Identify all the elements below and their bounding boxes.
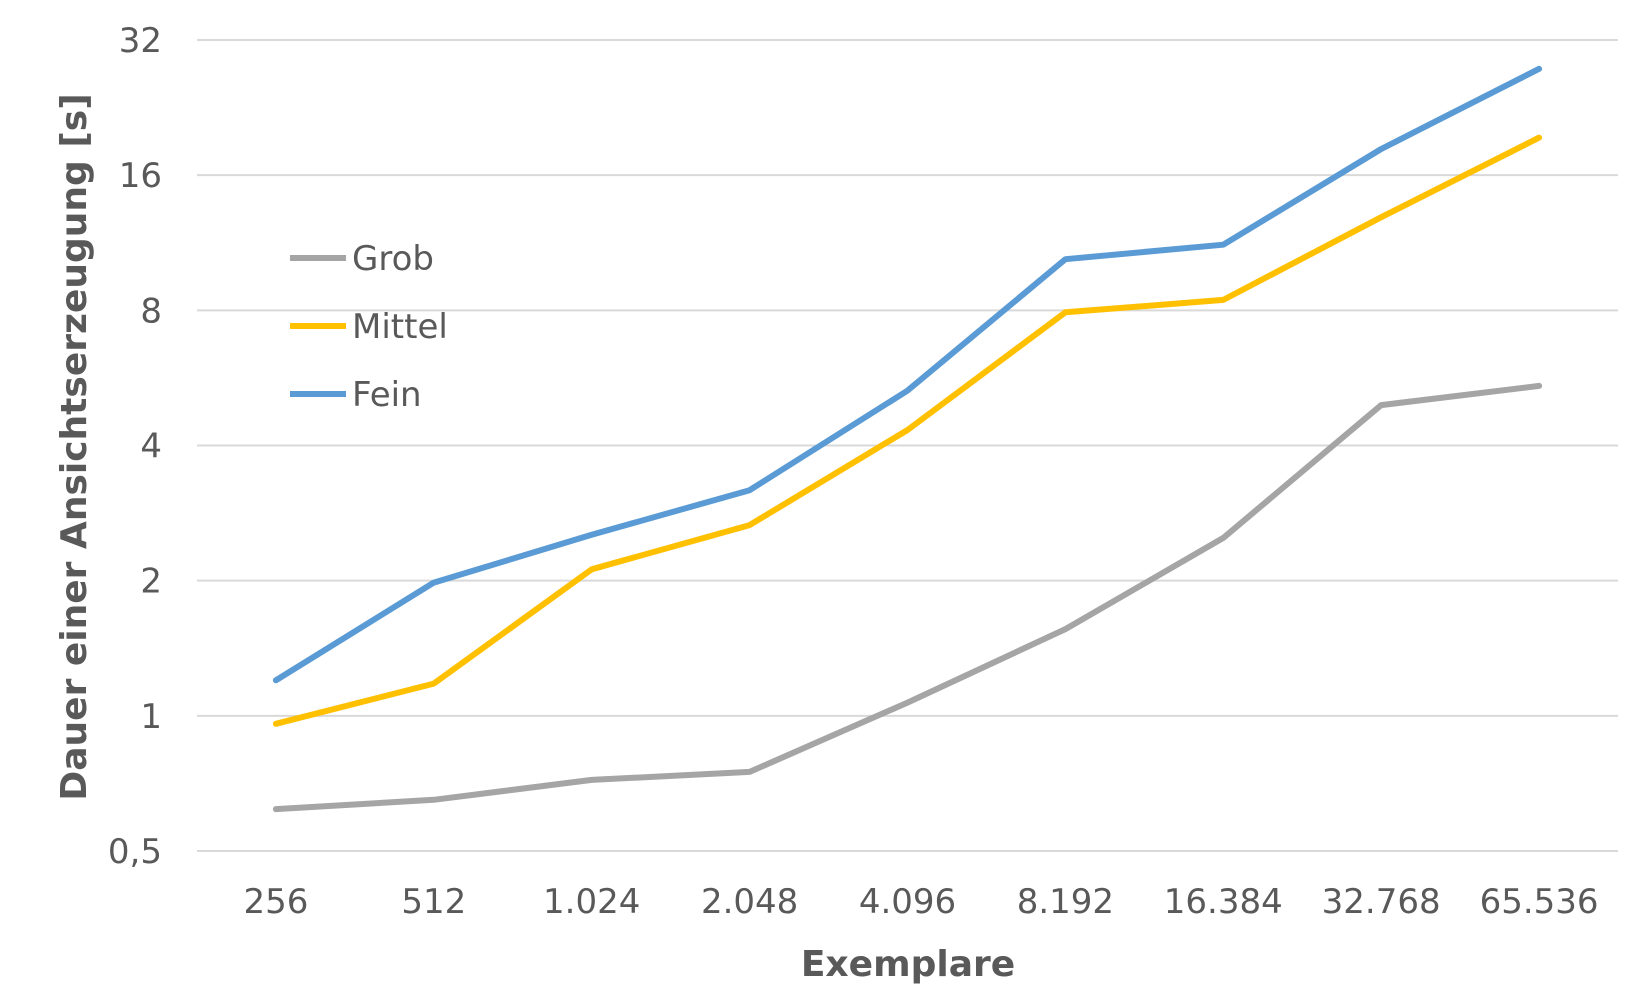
y-tick-label: 8 [140,291,162,331]
y-tick-label: 16 [119,156,162,196]
series-line-grob [272,382,1543,813]
x-tick-label: 8.192 [1017,882,1114,922]
x-tick-label: 2.048 [701,882,798,922]
x-tick-label: 16.384 [1164,882,1283,922]
series-line-mittel [272,134,1543,727]
y-tick-label: 4 [140,427,162,467]
legend-label-grob: Grob [352,239,434,279]
x-tick-label: 4.096 [859,882,956,922]
gridlines [197,39,1618,852]
legend: Grob Mittel Fein [290,239,448,415]
legend-label-mittel: Mittel [352,307,448,347]
y-tick-label: 0,5 [108,832,162,872]
series-line-fein [272,65,1543,684]
x-tick-label: 512 [401,882,466,922]
x-axis-title: Exemplare [801,944,1015,985]
y-tick-label: 32 [119,21,162,61]
y-tick-label: 1 [140,697,162,737]
series-lines [272,65,1543,813]
x-tick-label: 65.536 [1480,882,1599,922]
legend-label-fein: Fein [352,375,422,415]
x-axis-ticks: 256 512 1.024 2.048 4.096 8.192 16.384 32.768 65… [243,882,1598,922]
y-tick-label: 2 [140,562,162,602]
x-tick-label: 256 [243,882,308,922]
y-axis-title: Dauer einer Ansichtserzeugung [s] [54,93,95,800]
y-axis-ticks: 0,5 1 2 4 8 16 32 [108,21,162,872]
x-tick-label: 32.768 [1322,882,1441,922]
x-tick-label: 1.024 [543,882,640,922]
